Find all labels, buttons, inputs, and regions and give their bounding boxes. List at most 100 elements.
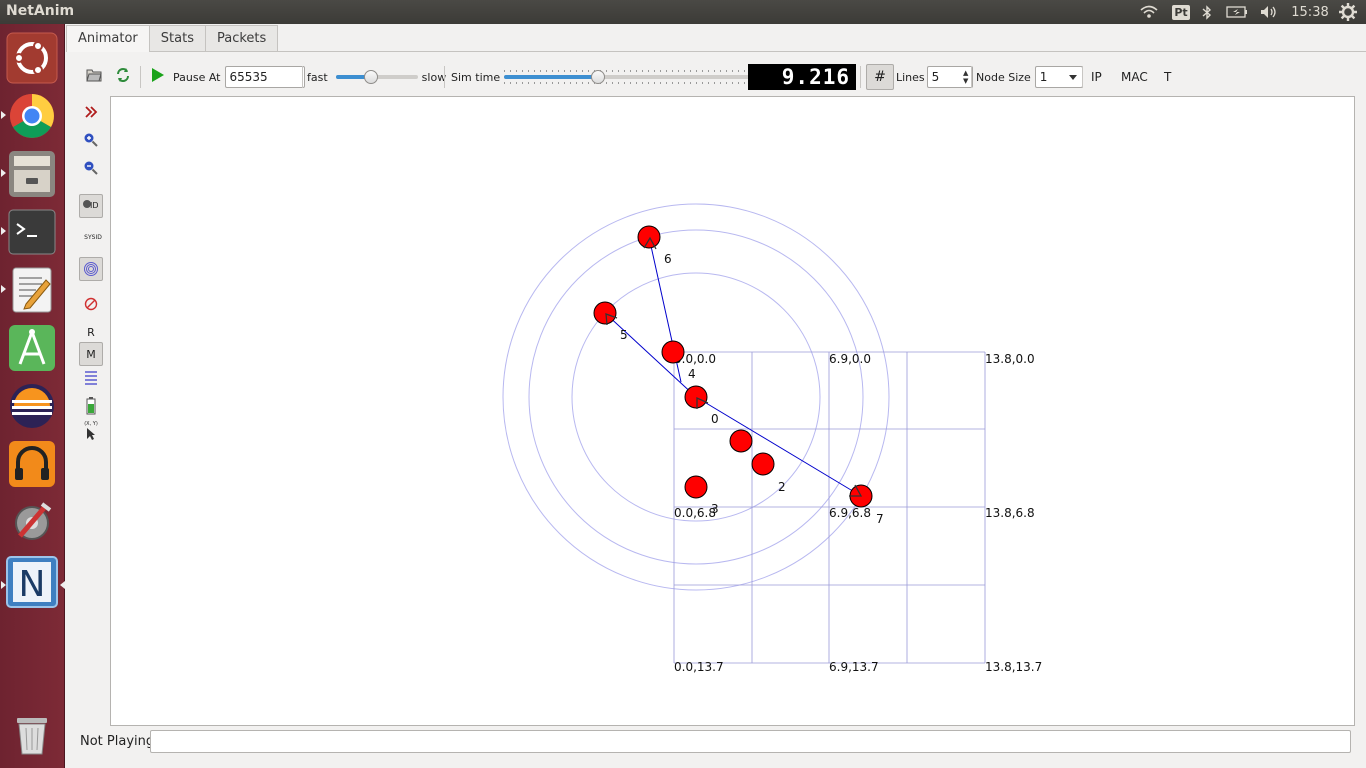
toolbar-separator	[1082, 66, 1083, 88]
mouse-position-button[interactable]: (X, Y)	[79, 418, 103, 444]
mac-toggle[interactable]: MAC	[1121, 62, 1148, 92]
packet-lines	[604, 236, 862, 497]
netanim-icon[interactable]: N	[6, 556, 58, 608]
node-4[interactable]	[661, 340, 685, 364]
show-system-id-toggle[interactable]: SYSID	[79, 224, 103, 248]
terminal-icon[interactable]	[6, 206, 58, 258]
lines-spinbox[interactable]: ▲▼	[926, 66, 973, 88]
status-message-field	[150, 730, 1351, 753]
sim-time-fill	[504, 75, 599, 79]
spin-arrows-icon[interactable]: ▲ ▼	[962, 69, 969, 85]
speed-group: fast slow	[307, 62, 446, 92]
lines-input[interactable]	[926, 66, 973, 88]
running-indicator	[1, 285, 6, 293]
speed-slider-handle[interactable]	[363, 70, 378, 84]
arrowhead	[696, 396, 709, 409]
animator-toolbar: Pause At fast slow Sim time 9.216	[66, 62, 1366, 92]
node-5[interactable]	[593, 301, 617, 325]
ip-toggle[interactable]: IP	[1091, 62, 1102, 92]
node-size-group: Node Size 1	[976, 62, 1083, 92]
toolbar-separator	[444, 66, 445, 88]
show-node-id-toggle[interactable]: ID	[79, 194, 103, 218]
list-icon	[85, 371, 97, 385]
netanim-letter: N	[19, 564, 46, 605]
node-1[interactable]	[729, 429, 753, 453]
wireless-circles-toggle[interactable]	[79, 257, 103, 281]
wifi-icon[interactable]	[1138, 0, 1160, 24]
animation-canvas[interactable]: 0.0,0.0 6.9,0.0 13.8,0.0 0.0,6.8 6.9,6.8…	[110, 96, 1355, 726]
open-file-button[interactable]	[81, 62, 107, 88]
tab-packets[interactable]: Packets	[204, 25, 279, 51]
t-toggle[interactable]: T	[1164, 62, 1171, 92]
toolbar-separator	[860, 66, 861, 88]
sim-time-handle[interactable]	[591, 70, 606, 84]
keyboard-layout-indicator[interactable]: Pt	[1170, 0, 1192, 24]
tab-animator[interactable]: Animator	[66, 25, 150, 52]
reload-button[interactable]	[110, 62, 136, 88]
grid-label: 6.9,0.0	[829, 352, 871, 366]
grid-toggle-button[interactable]: #	[866, 64, 894, 90]
packet-line	[604, 312, 697, 398]
running-indicator	[1, 169, 6, 177]
file-manager-icon[interactable]	[6, 148, 58, 200]
battery-icon[interactable]	[1224, 0, 1250, 24]
play-icon	[152, 68, 164, 82]
node-label-7: 7	[876, 512, 884, 526]
routing-toggle[interactable]: R	[79, 320, 103, 344]
wireless-rings-icon	[84, 262, 98, 276]
zoom-out-button[interactable]	[79, 156, 103, 180]
eclipse-icon[interactable]	[6, 380, 58, 432]
node-size-value: 1	[1039, 70, 1048, 84]
node-6[interactable]	[637, 225, 661, 249]
chrome-icon[interactable]	[6, 90, 58, 142]
sim-time-ticks	[504, 70, 753, 72]
android-studio-icon[interactable]	[6, 322, 58, 374]
system-settings-icon[interactable]	[6, 496, 58, 548]
node-2[interactable]	[751, 452, 775, 476]
ubuntu-dash-icon[interactable]	[6, 32, 58, 84]
range-ring	[528, 229, 864, 565]
status-label: Not Playing	[80, 734, 155, 749]
zoom-out-icon	[84, 161, 98, 175]
gear-icon[interactable]	[1336, 0, 1360, 24]
r-label: R	[87, 325, 95, 339]
app-title: NetAnim	[6, 3, 75, 19]
sim-time-track	[504, 75, 753, 79]
speed-slider[interactable]	[335, 69, 418, 85]
node-list-button[interactable]	[79, 366, 103, 390]
grid-label: 13.8,6.8	[985, 506, 1035, 520]
grid-icon: #	[874, 69, 886, 85]
play-button[interactable]	[145, 62, 171, 88]
mobility-toggle[interactable]: M	[79, 342, 103, 366]
pause-at-input[interactable]	[224, 66, 305, 88]
no-packets-toggle[interactable]	[79, 292, 103, 316]
scene-svg: 0.0,0.0 6.9,0.0 13.8,0.0 0.0,6.8 6.9,6.8…	[502, 203, 1042, 674]
sim-time-slider[interactable]	[504, 67, 753, 87]
zoom-in-button[interactable]	[79, 128, 103, 152]
xy-label: (X, Y)	[84, 421, 98, 427]
text-editor-icon[interactable]	[6, 264, 58, 316]
node-label-0: 0	[711, 412, 719, 426]
node-size-select[interactable]: 1	[1034, 66, 1083, 88]
battery-view-button[interactable]	[79, 394, 103, 418]
double-chevron-icon	[85, 106, 98, 118]
grid-label: 6.9,13.7	[829, 660, 879, 674]
grid-label: 0.0,0.0	[674, 352, 716, 366]
bluetooth-icon[interactable]	[1198, 0, 1216, 24]
trash-icon[interactable]	[6, 708, 58, 760]
toolbar-separator	[971, 66, 972, 88]
node-label-3: 3	[711, 502, 719, 516]
node-3[interactable]	[684, 475, 708, 499]
chevron-down-icon	[1068, 75, 1077, 80]
pause-at-group: Pause At	[173, 62, 305, 92]
tab-stats[interactable]: Stats	[148, 25, 206, 51]
node-label-5: 5	[620, 328, 628, 342]
volume-icon[interactable]	[1258, 0, 1282, 24]
clock[interactable]: 15:38	[1288, 0, 1332, 24]
sim-time-ticks	[504, 82, 753, 84]
fit-view-button[interactable]	[79, 100, 103, 124]
music-player-icon[interactable]	[6, 438, 58, 490]
node-0[interactable]	[684, 385, 708, 409]
running-indicator	[1, 581, 6, 589]
sim-time-display: 9.216	[748, 64, 856, 90]
